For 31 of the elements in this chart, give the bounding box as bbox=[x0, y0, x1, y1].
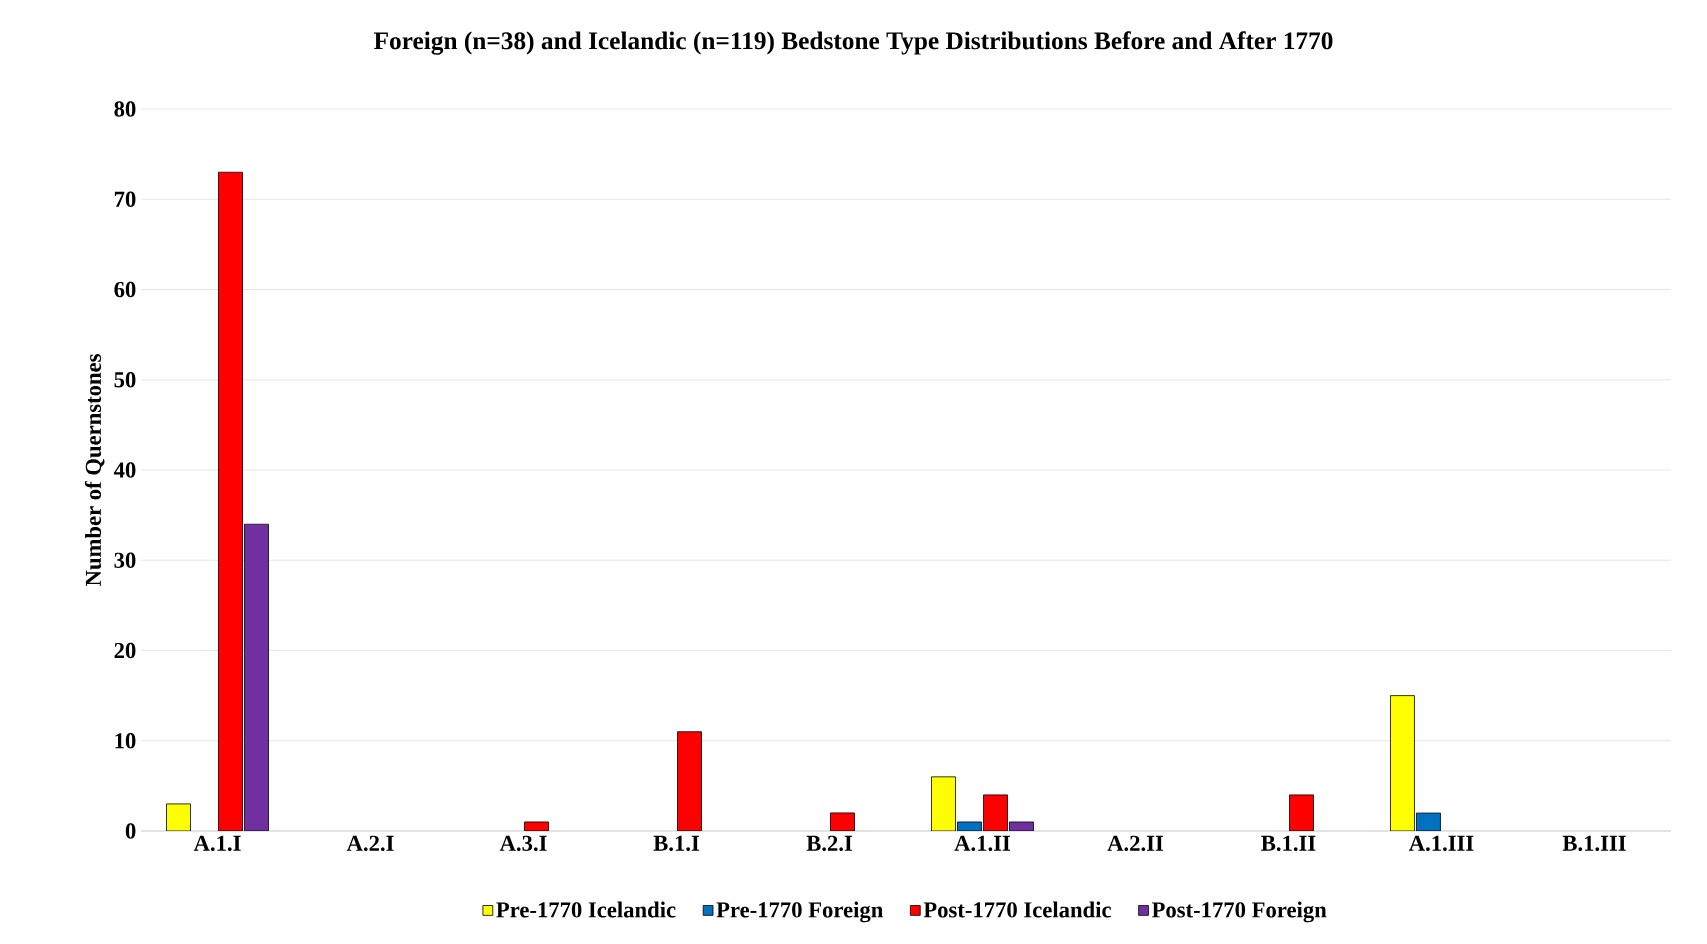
chart-title: Foreign (n=38) and Icelandic (n=119) Bedstone Type Distributions Before and After 1770 bbox=[374, 31, 1333, 55]
x-tick-label: B.1.II bbox=[1261, 835, 1316, 851]
legend-label: Post-1770 Foreign bbox=[1151, 901, 1327, 923]
y-axis-title: Number of Quernstones bbox=[84, 354, 105, 587]
y-tick-label: 60 bbox=[114, 281, 136, 298]
bar bbox=[931, 776, 956, 831]
bar bbox=[1390, 695, 1415, 831]
y-tick-label: 30 bbox=[114, 552, 136, 568]
y-tick-label: 70 bbox=[114, 191, 136, 207]
legend-label: Post-1770 Icelandic bbox=[923, 901, 1111, 918]
legend-label: Pre-1770 Foreign bbox=[716, 901, 883, 923]
x-tick-label: A.3.I bbox=[499, 835, 547, 852]
x-tick-label: A.2.I bbox=[346, 835, 394, 852]
y-tick-label: 40 bbox=[113, 462, 136, 478]
y-tick-label: 80 bbox=[114, 101, 136, 117]
y-tick-label: 50 bbox=[114, 372, 136, 388]
x-tick-label: A.2.II bbox=[1107, 835, 1164, 852]
y-tick-label: 20 bbox=[114, 642, 136, 659]
x-tick-label: B.2.I bbox=[806, 835, 853, 852]
x-tick-label: B.1.III bbox=[1562, 835, 1626, 851]
y-tick-label: 0 bbox=[125, 823, 136, 839]
legend-label: Pre-1770 Icelandic bbox=[496, 901, 676, 918]
bar bbox=[1289, 794, 1314, 831]
bar bbox=[218, 171, 243, 831]
x-tick-label: A.1.III bbox=[1408, 835, 1474, 851]
x-tick-label: B.1.I bbox=[653, 835, 700, 851]
x-tick-label: A.1.I bbox=[193, 835, 241, 851]
x-tick-label: A.1.II bbox=[954, 835, 1011, 851]
bar bbox=[677, 731, 702, 831]
y-tick-label: 10 bbox=[115, 733, 136, 749]
bar bbox=[983, 794, 1008, 831]
